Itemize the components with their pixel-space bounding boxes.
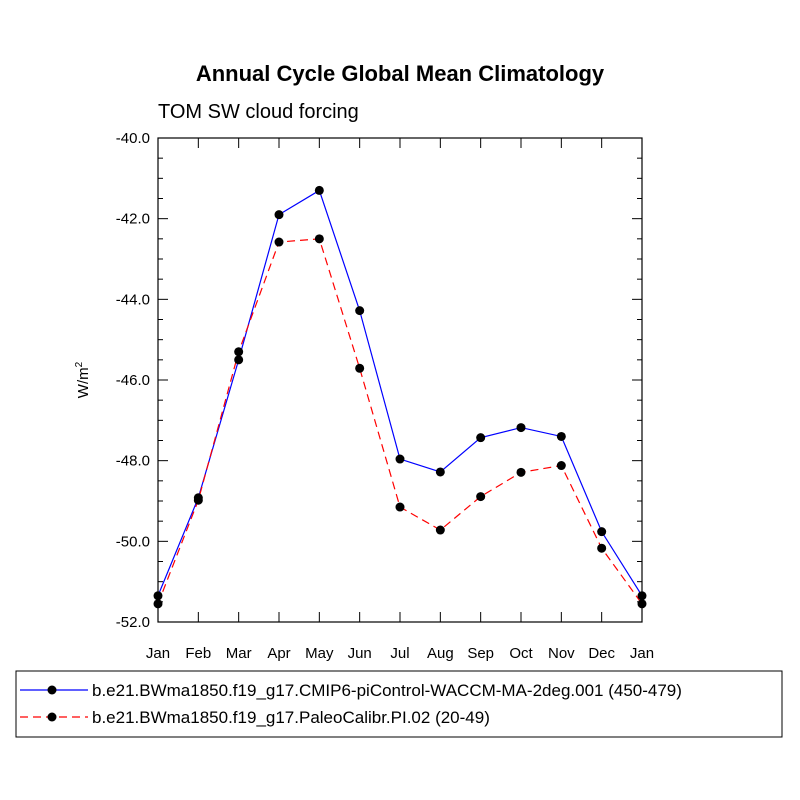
y-tick-label: -50.0 [116, 533, 150, 550]
chart-subtitle: TOM SW cloud forcing [158, 101, 359, 123]
series-layer [153, 185, 647, 609]
series-2-point [516, 467, 526, 477]
series-1-point [476, 433, 486, 443]
x-tick-label: Jan [146, 645, 170, 662]
x-tick-label: May [305, 645, 334, 662]
x-tick-label: Sep [467, 645, 494, 662]
y-axis: -52.0 -50.0 -48.0 -46.0 -44.0 -42.0 -40.0 [116, 130, 642, 631]
x-tick-label: Jun [348, 645, 372, 662]
series-2-point [274, 237, 284, 247]
series-2-point [597, 543, 607, 553]
x-tick-label: Nov [548, 645, 575, 662]
series-1-point [355, 306, 365, 316]
y-tick-label: -52.0 [116, 614, 150, 631]
series-1-point [274, 210, 284, 220]
x-tick-label: Dec [588, 645, 615, 662]
series-1-point [516, 423, 526, 433]
series-line-2 [157, 238, 643, 605]
x-tick-label: Jul [390, 645, 409, 662]
series-1-point [597, 527, 607, 537]
legend-box [15, 670, 783, 738]
y-axis-label-unit: W/m [75, 367, 92, 398]
series-2-point [153, 599, 163, 609]
y-tick-label: -40.0 [116, 130, 150, 147]
chart-title: Annual Cycle Global Mean Climatology [196, 61, 605, 86]
series-1-point [637, 591, 647, 601]
legend: b.e21.BWma1850.f19_g17.CMIP6-piControl-W… [15, 670, 783, 738]
series-1-point [556, 431, 566, 441]
legend-items: b.e21.BWma1850.f19_g17.CMIP6-piControl-W… [20, 681, 682, 727]
series-2-point [355, 363, 365, 373]
series-2-point [476, 492, 486, 502]
y-tick-label: -42.0 [116, 211, 150, 228]
series-2-point [234, 347, 244, 357]
legend-label-1: b.e21.BWma1850.f19_g17.CMIP6-piControl-W… [92, 681, 682, 700]
series-line-1 [157, 189, 643, 597]
series-2-point [395, 502, 405, 512]
x-tick-label: Mar [226, 645, 252, 662]
y-tick-label: -44.0 [116, 291, 150, 308]
x-tick-label: Feb [185, 645, 211, 662]
y-axis-label: W/m2 [74, 361, 92, 398]
series-1-point [153, 591, 163, 601]
x-tick-label: Apr [267, 645, 290, 662]
series-2-point [314, 234, 324, 244]
y-axis-label-superscript: 2 [74, 361, 85, 367]
x-tick-label: Oct [509, 645, 533, 662]
legend-marker-2 [47, 712, 57, 722]
series-2-point [556, 461, 566, 471]
legend-marker-1 [47, 685, 57, 695]
series-2-point [193, 495, 203, 505]
x-tick-label: Jan [630, 645, 654, 662]
y-tick-label: -46.0 [116, 372, 150, 389]
series-1-point [435, 467, 445, 477]
y-tick-label: -48.0 [116, 453, 150, 470]
x-tick-label: Aug [427, 645, 454, 662]
series-2-point [435, 525, 445, 535]
legend-label-2: b.e21.BWma1850.f19_g17.PaleoCalibr.PI.02… [92, 708, 490, 727]
series-2-point [637, 599, 647, 609]
series-1-point [395, 454, 405, 464]
series-1-point [234, 355, 244, 365]
x-axis: Jan Feb Mar Apr May Jun Jul Aug Sep Oct Nov Dec Jan [146, 138, 654, 662]
series-1-point [314, 185, 324, 195]
